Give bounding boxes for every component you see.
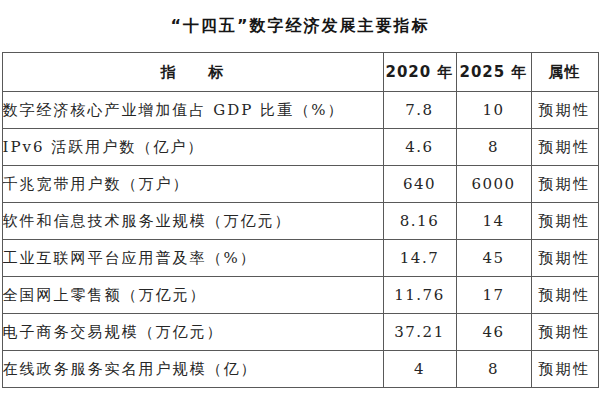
table-row: 软件和信息技术服务业规模（万亿元） 8.16 14 预期性	[2, 203, 598, 240]
table-body: 数字经济核心产业增加值占 GDP 比重（%） 7.8 10 预期性 IPv6 活…	[2, 92, 598, 388]
table-row: 工业互联网平台应用普及率（%） 14.7 45 预期性	[2, 240, 598, 277]
table-row: IPv6 活跃用户数（亿户） 4.6 8 预期性	[2, 129, 598, 166]
attribute-cell: 预期性	[531, 92, 598, 129]
header-year-2025: 2025 年	[456, 53, 531, 92]
header-attribute: 属性	[531, 53, 598, 92]
value-2020-cell: 37.21	[383, 314, 456, 351]
table-row: 全国网上零售额（万亿元） 11.76 17 预期性	[2, 277, 598, 314]
document-title: “十四五”数字经济发展主要指标	[0, 0, 600, 52]
value-2025-cell: 45	[456, 240, 531, 277]
indicator-cell: 数字经济核心产业增加值占 GDP 比重（%）	[2, 92, 383, 129]
indicator-cell: 电子商务交易规模（万亿元）	[2, 314, 383, 351]
table-row: 电子商务交易规模（万亿元） 37.21 46 预期性	[2, 314, 598, 351]
value-2020-cell: 4.6	[383, 129, 456, 166]
value-2025-cell: 8	[456, 351, 531, 388]
value-2020-cell: 14.7	[383, 240, 456, 277]
value-2025-cell: 46	[456, 314, 531, 351]
indicator-cell: 千兆宽带用户数（万户）	[2, 166, 383, 203]
indicator-cell: 全国网上零售额（万亿元）	[2, 277, 383, 314]
indicator-cell: 工业互联网平台应用普及率（%）	[2, 240, 383, 277]
document-page: “十四五”数字经济发展主要指标 指 标 2020 年 2025 年 属性 数字经…	[0, 0, 600, 388]
value-2025-cell: 14	[456, 203, 531, 240]
attribute-cell: 预期性	[531, 277, 598, 314]
indicator-cell: 软件和信息技术服务业规模（万亿元）	[2, 203, 383, 240]
value-2025-cell: 10	[456, 92, 531, 129]
indicators-table: 指 标 2020 年 2025 年 属性 数字经济核心产业增加值占 GDP 比重…	[2, 52, 599, 388]
value-2025-cell: 6000	[456, 166, 531, 203]
header-year-2020: 2020 年	[383, 53, 456, 92]
value-2020-cell: 4	[383, 351, 456, 388]
table-row: 在线政务服务实名用户规模（亿） 4 8 预期性	[2, 351, 598, 388]
value-2025-cell: 17	[456, 277, 531, 314]
value-2020-cell: 640	[383, 166, 456, 203]
indicator-cell: 在线政务服务实名用户规模（亿）	[2, 351, 383, 388]
value-2020-cell: 7.8	[383, 92, 456, 129]
value-2025-cell: 8	[456, 129, 531, 166]
table-row: 数字经济核心产业增加值占 GDP 比重（%） 7.8 10 预期性	[2, 92, 598, 129]
header-indicator: 指 标	[2, 53, 383, 92]
value-2020-cell: 8.16	[383, 203, 456, 240]
header-row: 指 标 2020 年 2025 年 属性	[2, 53, 598, 92]
attribute-cell: 预期性	[531, 203, 598, 240]
indicator-cell: IPv6 活跃用户数（亿户）	[2, 129, 383, 166]
attribute-cell: 预期性	[531, 314, 598, 351]
attribute-cell: 预期性	[531, 240, 598, 277]
table-row: 千兆宽带用户数（万户） 640 6000 预期性	[2, 166, 598, 203]
value-2020-cell: 11.76	[383, 277, 456, 314]
attribute-cell: 预期性	[531, 129, 598, 166]
attribute-cell: 预期性	[531, 351, 598, 388]
attribute-cell: 预期性	[531, 166, 598, 203]
